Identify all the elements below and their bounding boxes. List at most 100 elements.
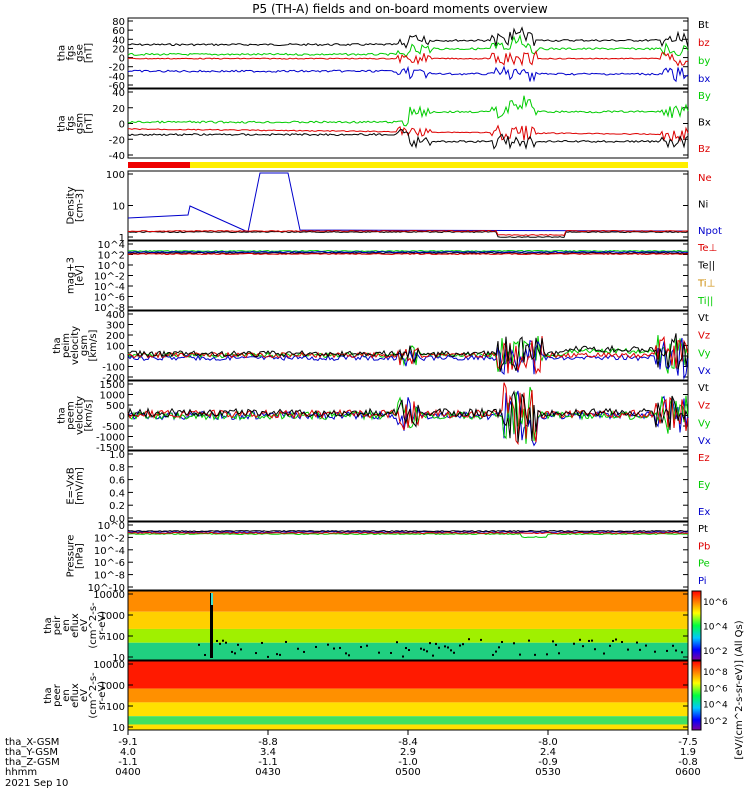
y-axis-label-line: tha bbox=[57, 45, 68, 61]
legend-label: Ez bbox=[698, 453, 710, 464]
y-axis-label-line: tha bbox=[52, 337, 63, 353]
spec-speck bbox=[666, 649, 668, 652]
spec-speck bbox=[231, 650, 233, 653]
spec-speck bbox=[408, 649, 410, 652]
y-tick-label: 80 bbox=[112, 17, 125, 28]
spec-band-mid bbox=[128, 688, 688, 703]
y-tick-label: 0 bbox=[119, 54, 125, 65]
spec-speck bbox=[498, 646, 500, 649]
y-tick-label: 100 bbox=[106, 702, 125, 713]
y-tick-label: 60 bbox=[112, 26, 125, 37]
y-tick-label: 10 bbox=[112, 653, 125, 664]
spec-speck bbox=[654, 650, 656, 653]
spec-speck bbox=[558, 652, 560, 655]
x-tick-label: -1.0 bbox=[398, 757, 418, 768]
y-axis-label-line: [km/s] bbox=[84, 399, 95, 431]
y-axis-label-line: (cm^2-s- bbox=[88, 602, 99, 649]
spec-speck bbox=[675, 649, 677, 652]
spec-speck bbox=[345, 652, 347, 655]
y-axis-label: Pressure[nPa] bbox=[66, 535, 86, 578]
y-tick-label: 10^-2 bbox=[94, 533, 125, 544]
y-axis-label-line: (cm^2-s- bbox=[88, 672, 99, 719]
panel-peer-spec: 10000 1000 100 10 thapeerenefluxeV(cm^2-s-sr… bbox=[43, 660, 689, 734]
y-axis-label-line: fgs bbox=[66, 116, 77, 131]
series-Bt bbox=[127, 26, 689, 49]
y-tick-label: 100 bbox=[106, 342, 125, 353]
y-tick-label: 200 bbox=[106, 331, 125, 342]
x-tick-label: -0.8 bbox=[678, 757, 698, 768]
spec-speck bbox=[438, 646, 440, 649]
y-tick-label: 1.0 bbox=[109, 450, 125, 461]
x-row-label: hhmm bbox=[5, 767, 37, 778]
spec-speck bbox=[546, 653, 548, 656]
legend-label: Vt bbox=[698, 383, 709, 394]
panels-layer: 806040200-20-40-60thafgsgse[nT]Btbzbybx4… bbox=[43, 17, 722, 734]
y-tick-label: 10^0 bbox=[98, 521, 125, 532]
spec-speck bbox=[378, 651, 380, 654]
x-tick-label: 0500 bbox=[395, 767, 420, 778]
spec-speck bbox=[333, 647, 335, 650]
legend-label: Npot bbox=[698, 226, 722, 237]
spec-speck bbox=[627, 648, 629, 651]
legend-label: Vz bbox=[698, 401, 710, 412]
panel-temp: 10^410^210^010^-210^-410^-610^-8 mag+3[eV… bbox=[66, 240, 718, 314]
y-axis-label-line: eflux bbox=[70, 613, 81, 638]
spec-speck bbox=[480, 638, 482, 641]
y-tick-label: 10^-8 bbox=[94, 571, 125, 582]
spec-speck bbox=[276, 653, 278, 656]
series-Ne bbox=[127, 229, 689, 237]
y-axis-label: Density[cm-3] bbox=[66, 186, 86, 224]
spec-speck bbox=[402, 655, 404, 658]
spec-speck bbox=[555, 643, 557, 646]
y-tick-label: 20 bbox=[112, 104, 125, 115]
spec-speck bbox=[390, 651, 392, 654]
y-axis-label-line: mag+3 bbox=[66, 257, 77, 294]
x-tick-label: 2.4 bbox=[540, 747, 556, 758]
spec-speck bbox=[267, 655, 269, 658]
y-axis-label-line: [eV] bbox=[75, 265, 86, 286]
y-axis-label-line: E=-VxB bbox=[66, 467, 77, 504]
y-tick-label: -1000 bbox=[96, 433, 125, 444]
panel-frame bbox=[127, 310, 689, 381]
x-row-label: tha_X-GSM bbox=[5, 737, 59, 748]
y-tick-label: -20 bbox=[109, 63, 125, 74]
x-tick-label: 0530 bbox=[535, 767, 560, 778]
spec-speck bbox=[303, 650, 305, 653]
colorbar-tick: 10^4 bbox=[703, 623, 728, 633]
y-axis-label-line: fgs bbox=[66, 45, 77, 60]
spec-speck bbox=[501, 640, 503, 643]
y-axis-label-line: velocity bbox=[75, 396, 86, 435]
y-tick-label: 1000 bbox=[100, 611, 125, 622]
spec-speck bbox=[459, 644, 461, 647]
x-tick-label: 0400 bbox=[115, 767, 140, 778]
y-tick-label: 10000 bbox=[93, 590, 125, 601]
legend-label: Pb bbox=[698, 541, 710, 552]
spec-speck bbox=[468, 638, 470, 641]
x-tick-label: -8.8 bbox=[258, 737, 278, 748]
spec-speck bbox=[327, 643, 329, 646]
panel-vel-sst: 150010005000-500-1000-1500thapeemvelocit… bbox=[57, 380, 711, 454]
spec-speck bbox=[420, 647, 422, 650]
y-tick-label: 10^-4 bbox=[94, 282, 125, 293]
spec-band-lowest bbox=[128, 716, 688, 725]
x-row-label: tha_Y-GSM bbox=[5, 747, 58, 758]
spec-gap bbox=[210, 593, 213, 658]
y-axis-label: E=-VxB[mV/m] bbox=[66, 467, 86, 505]
y-axis-label-line: eflux bbox=[70, 683, 81, 708]
x-tick-label: 1.9 bbox=[680, 747, 696, 758]
y-tick-label: 40 bbox=[112, 35, 125, 46]
y-axis-label-line: peim bbox=[61, 333, 72, 358]
colorbar-strip bbox=[691, 660, 702, 731]
y-axis-label-line: [nT] bbox=[84, 43, 95, 63]
y-axis-label-line: peer bbox=[52, 683, 63, 707]
y-tick-label: 0.0 bbox=[109, 514, 125, 525]
spec-speck bbox=[423, 648, 425, 651]
spec-speck bbox=[534, 653, 536, 656]
spec-speck bbox=[315, 645, 317, 648]
